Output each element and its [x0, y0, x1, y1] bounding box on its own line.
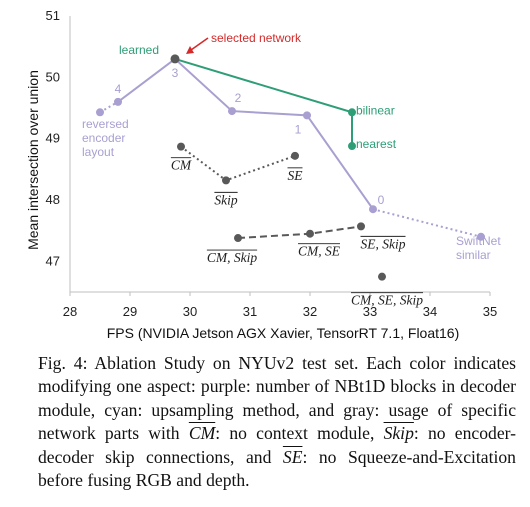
gray-point-label: CM, SE [298, 244, 341, 259]
purple-point-label: 1 [295, 122, 302, 136]
annotation-line: encoder [82, 131, 125, 145]
purple-dotted-line [99, 101, 119, 114]
x-tick-label: 35 [483, 304, 497, 319]
gray-point [357, 222, 365, 231]
cyan-point-label: bilinear [356, 103, 395, 117]
purple-point-label: 3 [172, 66, 179, 80]
x-axis-title: FPS (NVIDIA Jetson AGX Xavier, TensorRT … [107, 325, 460, 341]
x-tick-label: 29 [123, 304, 137, 319]
y-tick-label: 47 [46, 253, 60, 268]
y-tick-label: 50 [46, 69, 60, 84]
gray-point-label: CM [171, 158, 192, 173]
gray-point [177, 142, 185, 151]
x-tick-label: 30 [183, 304, 197, 319]
annotation-swiftnet: SwiftNet similar [456, 234, 501, 262]
gray-point [291, 151, 299, 160]
caption-lead: Fig. 4: Ablation Study on NYUv2 test set… [38, 353, 516, 444]
purple-line [117, 57, 374, 210]
y-tick-label: 51 [46, 8, 60, 23]
annotation-line: layout [82, 145, 115, 159]
cyan-point-label: learned [119, 43, 159, 57]
caption-cm-term: CM [188, 423, 216, 444]
gray-point-label: CM, Skip [207, 250, 257, 265]
x-tick-label: 28 [63, 304, 77, 319]
selected-network-point [170, 54, 180, 64]
gray-dotted-line [180, 145, 296, 182]
x-tick-label: 32 [303, 304, 317, 319]
cyan-point-label: nearest [356, 137, 397, 151]
caption-se-term: SE [282, 446, 303, 467]
purple-point [114, 97, 122, 106]
caption-skip-desc: : no encoder-decoder skip connections, a… [38, 423, 516, 467]
gray-point [378, 272, 386, 281]
x-tick-label: 33 [363, 304, 377, 319]
purple-point [477, 232, 485, 241]
gray-point-label: CM, SE, Skip [351, 293, 423, 308]
y-tick-label: 48 [46, 192, 60, 207]
gray-dashed-line [237, 225, 362, 240]
annotation-line: similar [456, 248, 491, 262]
data-points [96, 54, 485, 281]
purple-point [369, 205, 377, 214]
annotation-line: reversed [82, 117, 129, 131]
x-tick-label: 31 [243, 304, 257, 319]
gray-point [222, 176, 230, 185]
gray-point-label: SE [288, 168, 304, 183]
figure-caption: Fig. 4: Ablation Study on NYUv2 test set… [38, 352, 516, 492]
annotation-line: SwiftNet [456, 234, 501, 248]
cyan-line [174, 57, 353, 147]
annotation-selected-network: selected network [211, 31, 302, 45]
caption-se-desc: : no Squeeze-and-Excitation before fusin… [38, 446, 516, 491]
caption-skip-term: Skip [383, 423, 414, 444]
x-tick-label: 34 [423, 304, 437, 319]
annotation-arrow [186, 37, 209, 54]
cyan-point [348, 142, 356, 151]
purple-point-label: 2 [235, 91, 242, 105]
gray-point [306, 229, 314, 238]
gray-point [234, 234, 242, 243]
purple-point [228, 107, 236, 116]
gray-point-label: SE, Skip [361, 236, 406, 251]
series-lines [99, 57, 482, 240]
caption-cm-desc: : no context module, [215, 423, 375, 444]
annotation-reversed-encoder: reversed encoder layout [82, 117, 129, 159]
purple-point [96, 108, 104, 117]
y-tick-label: 49 [46, 131, 60, 146]
purple-point-label: 0 [378, 193, 385, 207]
point-labels: 4 3 2 1 0 learned bilinear nearest CM Skip SE CM, S… [115, 43, 424, 308]
gray-point-label: Skip [214, 192, 237, 207]
cyan-point [348, 108, 356, 117]
y-axis-title: Mean intersection over union [25, 70, 41, 250]
purple-dotted-line [372, 208, 482, 238]
purple-point [303, 111, 311, 120]
purple-point-label: 4 [115, 82, 122, 96]
